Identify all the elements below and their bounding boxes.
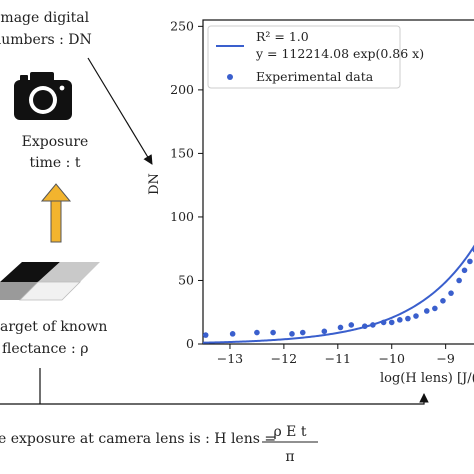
formula-prefix: e exposure at camera lens is : H lens =: [0, 431, 276, 447]
data-point: [337, 324, 344, 331]
y-tick-label: 50: [178, 272, 194, 287]
data-point: [461, 267, 468, 274]
x-axis-title: log(H lens) [J/(m: [380, 371, 474, 386]
up-arrow-icon: [40, 183, 72, 243]
y-tick-label: 0: [186, 336, 194, 351]
data-point: [423, 308, 430, 314]
data-point: [299, 329, 306, 336]
legend-r2: R² = 1.0: [256, 29, 309, 44]
data-point: [432, 305, 438, 312]
y-tick-label: 150: [170, 145, 194, 160]
x-tick-label: −12: [271, 351, 297, 366]
data-point: [397, 317, 403, 323]
y-tick-label: 100: [170, 209, 194, 224]
legend: R² = 1.0 y = 112214.08 exp(0.86 x) Exper…: [207, 25, 424, 89]
data-point: [289, 331, 295, 337]
formula-numerator: ρ E t: [274, 424, 307, 440]
data-point: [440, 298, 446, 304]
data-point: [254, 329, 260, 336]
y-axis-title: DN: [147, 173, 162, 195]
camera-icon: [14, 72, 72, 120]
image-to-chart-arrow: [87, 57, 153, 165]
data-point: [361, 323, 368, 330]
reflectance-target: [0, 262, 100, 301]
data-point: [203, 332, 209, 338]
formula-denominator: π: [285, 449, 294, 465]
y-tick-label: 200: [170, 82, 194, 97]
y-tick-label: 250: [170, 18, 194, 33]
exposure-label-line1: Exposure: [22, 134, 89, 150]
data-point: [448, 290, 454, 296]
image-label-line1: Image digital: [0, 10, 90, 26]
data-point: [229, 331, 236, 337]
data-point: [348, 322, 355, 328]
x-tick-label: −13: [217, 351, 243, 366]
data-point: [405, 315, 411, 322]
x-tick-label: −9: [436, 351, 454, 366]
data-point: [270, 329, 276, 336]
x-tick-label: −11: [325, 351, 351, 366]
data-point: [321, 328, 328, 335]
legend-points-swatch: [227, 74, 233, 80]
data-point: [388, 319, 395, 326]
data-point: [456, 277, 462, 284]
x-tick-label: −10: [379, 351, 405, 366]
target-label-line2: flectance : ρ: [2, 341, 88, 357]
legend-box: [207, 25, 401, 89]
connector-to-chart-arrow: [40, 393, 429, 405]
fit-curve: [203, 244, 474, 344]
exposure-label-line2: time : t: [30, 155, 81, 171]
data-point: [380, 319, 387, 326]
data-point: [370, 322, 376, 328]
data-point: [413, 313, 419, 319]
legend-points: Experimental data: [256, 69, 374, 84]
target-label-line1: arget of known: [0, 319, 107, 335]
image-label-line2: numbers : DN: [0, 32, 92, 48]
data-point: [467, 258, 473, 265]
legend-fit: y = 112214.08 exp(0.86 x): [255, 46, 424, 61]
exposure-chart: −13−12−11−10−9−8050100150200250 DN log(H…: [147, 18, 474, 386]
